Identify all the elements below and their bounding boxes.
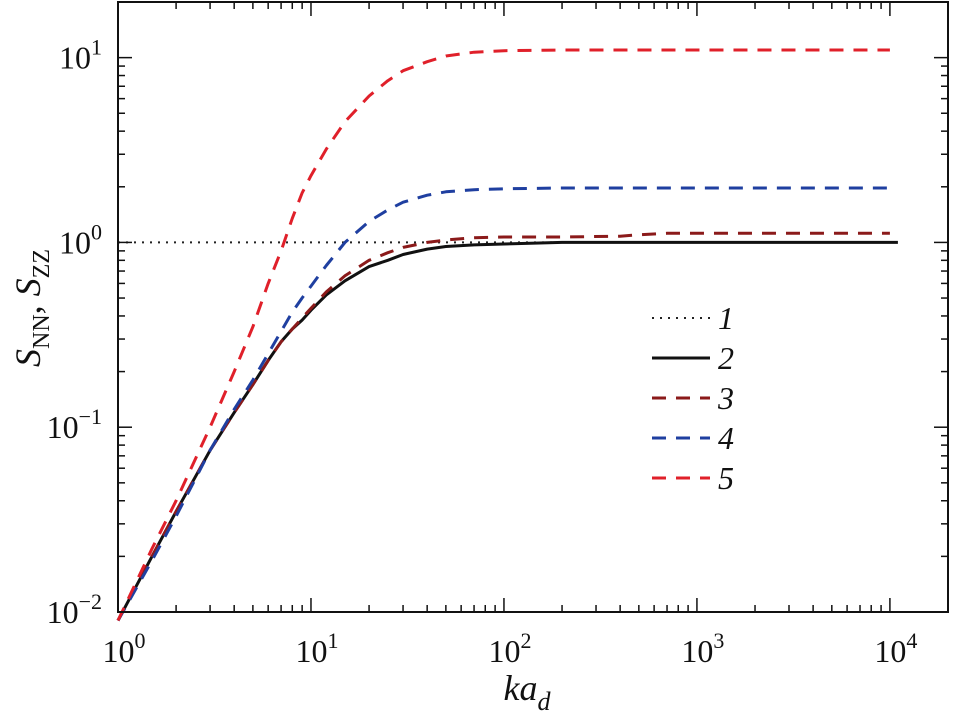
legend-label-4: 4 bbox=[718, 420, 734, 456]
y-tick-label: 101 bbox=[59, 35, 102, 76]
y-tick-label-exp: 0 bbox=[91, 219, 102, 244]
x-axis-label: kad bbox=[504, 668, 552, 716]
plot-frame bbox=[117, 1, 949, 613]
y-axis-label-s2: S bbox=[8, 278, 48, 296]
y-axis-label-sub1: NN bbox=[29, 314, 55, 349]
y-tick-label: 10−1 bbox=[47, 404, 102, 445]
y-axis-label: SNN, SZZ bbox=[8, 249, 55, 367]
y-tick-label: 10−2 bbox=[47, 589, 102, 630]
legend-label-1: 1 bbox=[718, 300, 734, 336]
x-tick-label-exp: 3 bbox=[713, 628, 724, 653]
y-tick-label-base: 10 bbox=[47, 594, 79, 630]
x-tick-label-exp: 0 bbox=[135, 628, 146, 653]
y-tick-label-base: 10 bbox=[59, 40, 91, 76]
y-tick-label-exp: 1 bbox=[91, 35, 102, 60]
legend-label-3: 3 bbox=[717, 380, 734, 416]
x-axis-label-main: ka bbox=[504, 668, 538, 708]
y-tick-label-exp: −2 bbox=[79, 589, 102, 614]
x-tick-label-base: 10 bbox=[488, 633, 520, 669]
x-tick-label: 101 bbox=[295, 628, 338, 669]
x-tick-label: 104 bbox=[874, 628, 917, 669]
series-layer bbox=[116, 48, 898, 622]
x-tick-label: 102 bbox=[488, 628, 531, 669]
y-axis-label-s1: S bbox=[8, 349, 48, 367]
x-tick-label-exp: 4 bbox=[906, 628, 917, 653]
y-axis-label-sep: , bbox=[8, 296, 48, 314]
series-line-3 bbox=[116, 231, 890, 622]
x-tick-label-base: 10 bbox=[103, 633, 135, 669]
ticks-layer bbox=[117, 1, 949, 613]
legend: 1 2 3 4 5 bbox=[652, 300, 734, 496]
y-tick-label: 100 bbox=[59, 219, 102, 260]
x-tick-label-base: 10 bbox=[681, 633, 713, 669]
x-tick-label: 100 bbox=[103, 628, 146, 669]
y-tick-label-base: 10 bbox=[59, 224, 91, 260]
x-tick-label: 103 bbox=[681, 628, 724, 669]
y-tick-label-exp: −1 bbox=[79, 404, 102, 429]
legend-label-2: 2 bbox=[718, 340, 734, 376]
x-tick-label-exp: 1 bbox=[327, 628, 338, 653]
x-tick-label-exp: 2 bbox=[520, 628, 531, 653]
x-axis-label-sub: d bbox=[537, 687, 551, 716]
series-line-4 bbox=[116, 186, 890, 622]
x-tick-label-base: 10 bbox=[874, 633, 906, 669]
y-axis-label-sub2: ZZ bbox=[29, 249, 55, 278]
legend-label-5: 5 bbox=[718, 460, 734, 496]
series-line-5 bbox=[116, 48, 890, 622]
series-line-2 bbox=[116, 240, 898, 622]
x-tick-label-base: 10 bbox=[295, 633, 327, 669]
y-tick-label-base: 10 bbox=[47, 409, 79, 445]
